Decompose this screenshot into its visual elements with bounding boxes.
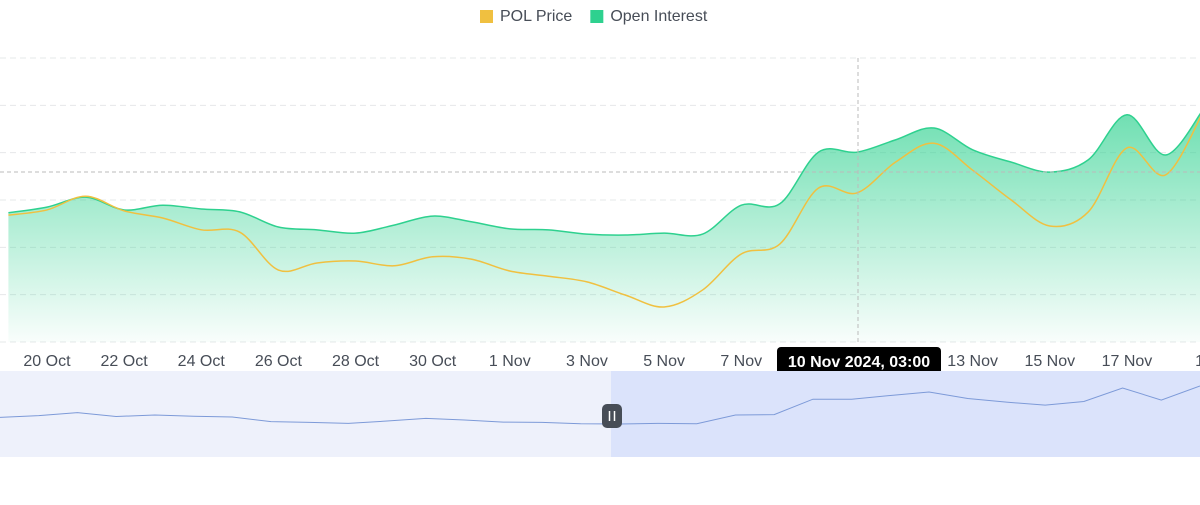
x-tick-label: 24 Oct (178, 353, 226, 370)
legend-swatch (480, 10, 493, 23)
legend-label: POL Price (500, 8, 572, 25)
x-axis: 20 Oct 22 Oct 24 Oct 26 Oct 28 Oct 30 Oct 1 No… (23, 353, 1200, 370)
x-tick-label: 20 Oct (23, 353, 71, 370)
x-tick-label: 30 Oct (409, 353, 457, 370)
x-tick-label: 28 Oct (332, 353, 380, 370)
navigator-line (0, 385, 1200, 425)
x-tick-label: 7 Nov (720, 353, 762, 370)
plot (8, 112, 1200, 342)
tooltip: 10 Nov 2024, 03:00 (777, 347, 941, 378)
x-tick-label: 15 Nov (1024, 353, 1075, 370)
x-tick-label: 22 Oct (101, 353, 149, 370)
x-tick-label: 17 Nov (1102, 353, 1153, 370)
x-tick-label: 3 Nov (566, 353, 608, 370)
x-tick-label: 1 Nov (489, 353, 531, 370)
navigator (0, 371, 1200, 457)
navigator-selection[interactable] (611, 371, 1200, 457)
x-tick-label: 13 Nov (947, 353, 998, 370)
line (8, 112, 1200, 237)
navigator-handle[interactable] (602, 404, 622, 428)
line (8, 116, 1200, 308)
legend-label: Open Interest (610, 8, 708, 25)
area (8, 114, 1200, 342)
x-tick-label: 19 (1195, 353, 1200, 370)
legend: POL Price Open Interest (480, 8, 708, 25)
x-tick-label: 26 Oct (255, 353, 303, 370)
tooltip-text: 10 Nov 2024, 03:00 (788, 354, 930, 371)
legend-swatch (590, 10, 604, 23)
tooltip-box (777, 347, 941, 378)
x-tick-label: 5 Nov (643, 353, 685, 370)
